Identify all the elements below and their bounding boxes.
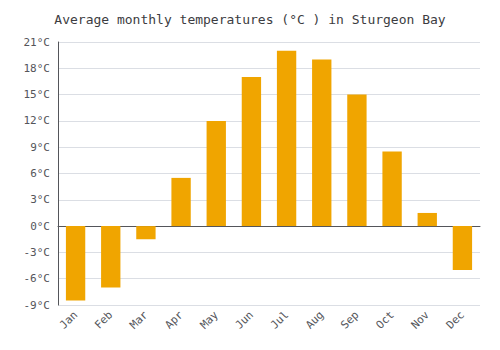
svg-text:-3°C: -3°C xyxy=(24,246,51,259)
svg-text:15°C: 15°C xyxy=(24,88,51,101)
svg-text:Jul: Jul xyxy=(268,308,291,331)
svg-text:May: May xyxy=(198,308,221,331)
svg-text:3°C: 3°C xyxy=(30,193,50,206)
svg-text:6°C: 6°C xyxy=(30,167,50,180)
svg-text:-9°C: -9°C xyxy=(24,299,51,312)
svg-text:Apr: Apr xyxy=(162,308,185,331)
svg-text:Jan: Jan xyxy=(57,308,80,331)
svg-text:0°C: 0°C xyxy=(30,220,50,233)
svg-text:Nov: Nov xyxy=(409,308,432,331)
svg-text:9°C: 9°C xyxy=(30,141,50,154)
svg-text:Jun: Jun xyxy=(233,308,256,331)
svg-text:21°C: 21°C xyxy=(24,36,51,49)
svg-text:Dec: Dec xyxy=(444,308,467,331)
svg-text:12°C: 12°C xyxy=(24,114,51,127)
svg-text:Sep: Sep xyxy=(338,308,361,331)
svg-text:Aug: Aug xyxy=(303,308,326,331)
svg-text:Average monthly temperatures (: Average monthly temperatures (°C ) in St… xyxy=(54,12,446,27)
svg-text:18°C: 18°C xyxy=(24,62,51,75)
svg-text:-6°C: -6°C xyxy=(24,272,51,285)
svg-text:Mar: Mar xyxy=(127,308,150,331)
svg-text:Oct: Oct xyxy=(373,308,396,331)
svg-text:Feb: Feb xyxy=(92,308,115,331)
